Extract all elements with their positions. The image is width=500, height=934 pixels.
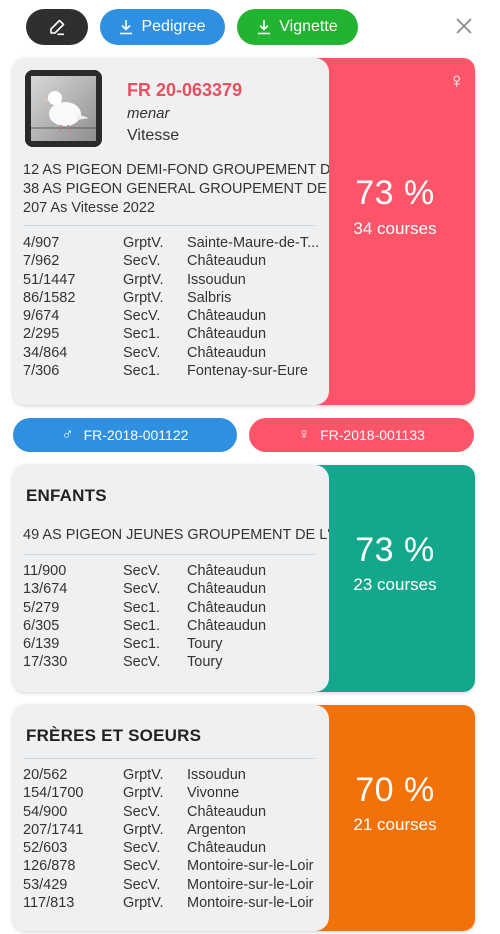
edit-button[interactable]: [26, 9, 88, 45]
top-toolbar: Pedigree Vignette: [0, 0, 500, 56]
enfants-prizes: 49 AS PIGEON JEUNES GROUPEMENT DE L'O: [23, 526, 329, 545]
download-icon: [257, 19, 271, 35]
bird-score-panel: ♀ 73 % 34 courses: [315, 58, 475, 405]
section-title: FRÈRES ET SOEURS: [26, 726, 202, 745]
mother-button[interactable]: ♀ FR-2018-001133: [249, 418, 474, 452]
freres-details: FRÈRES ET SOEURS 20/562 GrptV. Issoudun 15…: [13, 705, 329, 931]
download-icon: [119, 19, 133, 35]
mother-ring: FR-2018-001133: [320, 427, 425, 443]
male-icon: ♂: [61, 426, 74, 443]
pedigree-button[interactable]: Pedigree: [100, 9, 225, 45]
bird-photo[interactable]: [25, 70, 102, 147]
enfants-card[interactable]: 73 % 23 courses ENFANTS 49 AS PIGEON JEU…: [13, 465, 475, 692]
freres-percent: 70 %: [355, 771, 435, 809]
prize-line: 38 AS PIGEON GENERAL GROUPEMENT DE L': [23, 181, 329, 197]
bird-details: FR 20-063379 menar Vitesse 12 AS PIGEON …: [13, 58, 329, 405]
bird-courses: 34 courses: [353, 219, 437, 238]
divider: [23, 758, 315, 759]
female-icon: ♀: [298, 426, 311, 443]
pencil-icon: [48, 18, 66, 36]
father-ring: FR-2018-001122: [83, 427, 189, 443]
freres-score-panel: 70 % 21 courses: [315, 705, 475, 931]
vignette-button[interactable]: Vignette: [237, 9, 358, 45]
enfants-score-panel: 73 % 23 courses: [315, 465, 475, 692]
vignette-label: Vignette: [279, 18, 338, 35]
bird-percent: 73 %: [355, 174, 435, 212]
father-button[interactable]: ♂ FR-2018-001122: [13, 418, 237, 452]
divider: [23, 554, 315, 555]
prize-line: 12 AS PIGEON DEMI-FOND GROUPEMENT DE: [23, 162, 329, 178]
enfants-details: ENFANTS 49 AS PIGEON JEUNES GROUPEMENT D…: [13, 465, 329, 692]
prize-line: 207 As Vitesse 2022: [23, 200, 155, 216]
bird-prizes: 12 AS PIGEON DEMI-FOND GROUPEMENT DE 38 …: [23, 161, 329, 218]
freres-card[interactable]: 70 % 21 courses FRÈRES ET SOEURS 20/562 G…: [13, 705, 475, 931]
female-icon: ♀: [448, 68, 466, 93]
pedigree-label: Pedigree: [141, 18, 206, 35]
divider: [23, 225, 315, 226]
close-icon[interactable]: [452, 14, 476, 38]
section-title: ENFANTS: [26, 486, 107, 505]
ring-number: FR 20-063379: [127, 80, 243, 100]
bird-name: menar: [127, 105, 170, 122]
prize-line: 49 AS PIGEON JEUNES GROUPEMENT DE L'O: [23, 527, 329, 543]
bird-category: Vitesse: [127, 127, 180, 144]
freres-courses: 21 courses: [353, 815, 437, 834]
enfants-percent: 73 %: [355, 531, 435, 569]
bird-card: ♀ 73 % 34 courses: [13, 58, 475, 405]
enfants-courses: 23 courses: [353, 575, 437, 594]
